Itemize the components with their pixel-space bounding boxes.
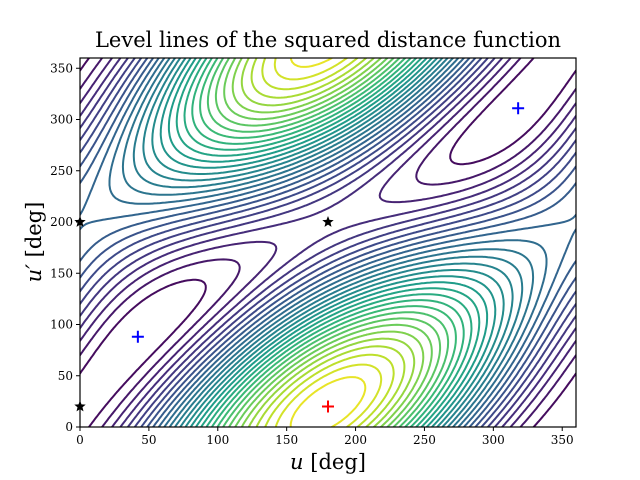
- contour-level: [159, 58, 497, 427]
- contour-level: [80, 58, 576, 427]
- axes-frame: [79, 57, 577, 428]
- contour-level: [80, 58, 576, 427]
- contour-lines: [80, 58, 576, 427]
- maximum-plus-marker: [322, 400, 334, 413]
- x-tick-label: 50: [141, 433, 156, 447]
- x-tick-label: 0: [76, 433, 84, 447]
- minimum-plus-marker: [131, 330, 144, 343]
- y-tick-label: 250: [50, 164, 73, 178]
- contour-level: [80, 58, 576, 427]
- saddle-star-marker: [74, 216, 86, 227]
- y-tick-label: 200: [50, 215, 73, 229]
- x-axis-label: u [deg]: [290, 450, 366, 474]
- contour-level: [132, 58, 524, 427]
- y-tick-label: 150: [50, 266, 73, 280]
- chart-title: Level lines of the squared distance func…: [94, 28, 562, 52]
- x-tick-label: 150: [275, 433, 298, 447]
- minimum-plus-marker: [512, 102, 525, 115]
- contour-level: [240, 58, 416, 427]
- contour-level: [80, 58, 576, 427]
- contour-level: [273, 58, 383, 427]
- contour-level: [151, 58, 505, 427]
- contour-level: [231, 58, 425, 427]
- x-tick-label: 350: [551, 433, 574, 447]
- y-tick-label: 100: [50, 318, 73, 332]
- saddle-star-marker: [74, 400, 86, 412]
- contour-level: [214, 58, 442, 427]
- contour-level: [223, 58, 433, 427]
- contour-level: [250, 58, 406, 427]
- saddle-star-marker: [322, 216, 334, 227]
- y-tick-label: 300: [50, 113, 73, 127]
- x-tick-label: 100: [206, 433, 229, 447]
- contour-level: [167, 58, 489, 427]
- contour-level: [108, 58, 548, 427]
- x-tick-label: 300: [482, 433, 505, 447]
- contour-level: [80, 58, 576, 427]
- contour-level: [289, 58, 367, 427]
- contour-level: [142, 58, 514, 427]
- contour-level: [80, 58, 576, 427]
- y-tick-label: 350: [50, 61, 73, 75]
- y-axis-label: u′ [deg]: [22, 201, 46, 283]
- y-tick-label: 50: [58, 369, 73, 383]
- contour-level: [80, 58, 576, 427]
- x-tick-label: 200: [344, 433, 367, 447]
- x-tick-label: 250: [413, 433, 436, 447]
- contour-level: [261, 58, 395, 427]
- contour-level: [121, 58, 535, 427]
- y-tick-label: 0: [65, 420, 73, 434]
- contour-level: [80, 58, 576, 427]
